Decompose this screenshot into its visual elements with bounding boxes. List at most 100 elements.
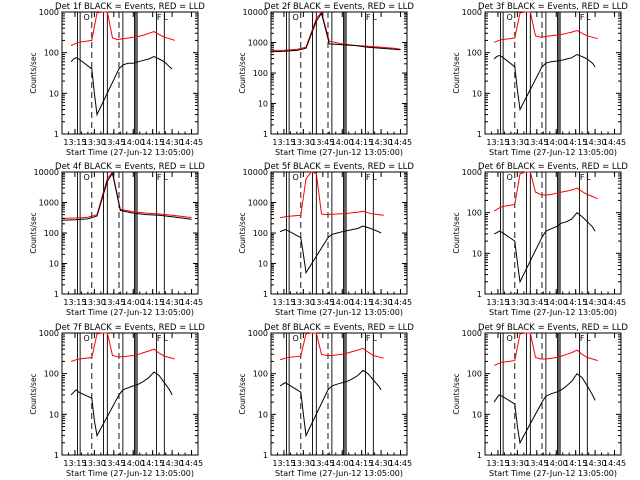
y-tick-label: 1000 [248,39,268,48]
y-axis-label: Counts/sec [238,212,247,253]
y-tick-label: 100 [253,229,268,238]
x-axis-label: Start Time (27-Jun-12 13:05:00) [275,148,403,157]
y-tick-label: 1 [263,290,268,299]
x-tick-label: 14:30 [161,138,184,147]
x-tick-label: 14:15 [564,138,587,147]
x-tick-label: 14:00 [122,138,145,147]
chart-title: Det 8f BLACK = Events, RED = LLD [264,323,414,333]
event-glyph-label: O [506,173,512,182]
y-tick-label: 1 [54,130,59,139]
x-tick-label: 14:45 [389,459,412,468]
x-tick-label: 14:45 [180,298,203,307]
x-tick-label: 14:30 [370,298,393,307]
x-tick-label: 14:00 [545,298,568,307]
x-tick-label: 14:00 [545,459,568,468]
event-glyph-label: F [580,13,585,22]
x-tick-label: 14:00 [122,298,145,307]
lld-series-line [493,171,598,212]
events-series-line [70,56,173,117]
x-tick-label: 14:45 [603,138,626,147]
x-tick-label: 14:15 [141,459,164,468]
y-tick-label: 100 [467,49,482,58]
y-tick-label: 1 [54,290,59,299]
x-tick-label: 13:30 [506,138,529,147]
x-tick-label: 13:15 [486,138,509,147]
y-tick-label: 100 [44,49,59,58]
y-tick-label: 1 [263,451,268,460]
events-series-line [493,53,596,112]
x-tick-label: 14:30 [584,459,607,468]
x-tick-label: 14:00 [122,459,145,468]
y-tick-label: 100 [44,370,59,379]
x-tick-label: 13:45 [525,459,548,468]
events-series-line [61,172,192,221]
event-glyph-label: O [83,13,89,22]
x-tick-label: 13:30 [292,138,315,147]
event-glyph-label: F [580,173,585,182]
y-axis-label: Counts/sec [29,212,38,253]
y-tick-label: 1 [477,451,482,460]
x-tick-label: 14:45 [180,138,203,147]
x-tick-label: 13:30 [292,298,315,307]
x-tick-label: 13:45 [102,298,125,307]
y-tick-label: 1000 [39,8,59,17]
events-series-line [493,372,596,445]
y-tick-label: 100 [44,229,59,238]
events-series-line [70,371,173,438]
chart-title: Det 6f BLACK = Events, RED = LLD [478,162,628,172]
event-glyph-label: L [372,13,377,22]
event-glyph-label: L [586,173,591,182]
x-tick-label: 14:45 [389,138,412,147]
plot-frame [484,332,622,456]
plot-frame [61,332,199,456]
y-tick-label: 1000 [39,199,59,208]
x-tick-label: 14:30 [161,459,184,468]
lld-series-line [493,332,598,366]
plot-frame [61,11,199,135]
lld-series-line [70,11,175,46]
event-glyph-label: F [366,173,371,182]
y-tick-label: 10 [472,89,482,98]
plot-frame [484,171,622,295]
x-tick-label: 13:30 [83,138,106,147]
x-axis-label: Start Time (27-Jun-12 13:05:00) [66,148,194,157]
event-glyph-label: F [366,13,371,22]
event-glyph-label: O [292,334,298,343]
y-tick-label: 1 [54,451,59,460]
event-glyph-label: L [372,334,377,343]
lld-series-line [493,11,598,43]
y-axis-label: Counts/sec [29,373,38,414]
chart-title: Det 9f BLACK = Events, RED = LLD [478,323,628,333]
event-glyph-label: F [157,334,162,343]
y-axis-label: Counts/sec [238,373,247,414]
y-tick-label: 10000 [34,168,59,177]
x-tick-label: 13:15 [486,459,509,468]
y-axis-label: Counts/sec [452,373,461,414]
y-tick-label: 10 [472,410,482,419]
x-axis-label: Start Time (27-Jun-12 13:05:00) [489,308,617,317]
lld-series-line [279,332,384,361]
x-tick-label: 13:45 [525,298,548,307]
event-glyph-label: L [586,13,591,22]
event-glyph-label: O [506,334,512,343]
x-tick-label: 13:30 [83,298,106,307]
event-glyph-label: O [292,173,298,182]
x-tick-label: 14:30 [161,298,184,307]
x-tick-label: 14:00 [331,459,354,468]
events-series-line [493,212,596,284]
x-tick-label: 13:30 [506,459,529,468]
x-tick-label: 13:15 [272,459,295,468]
y-tick-label: 10 [258,410,268,419]
x-tick-label: 13:15 [63,138,86,147]
x-tick-label: 14:00 [545,138,568,147]
y-tick-label: 1000 [248,329,268,338]
events-series-line [270,12,401,53]
x-tick-label: 14:15 [564,459,587,468]
y-tick-label: 10 [49,89,59,98]
